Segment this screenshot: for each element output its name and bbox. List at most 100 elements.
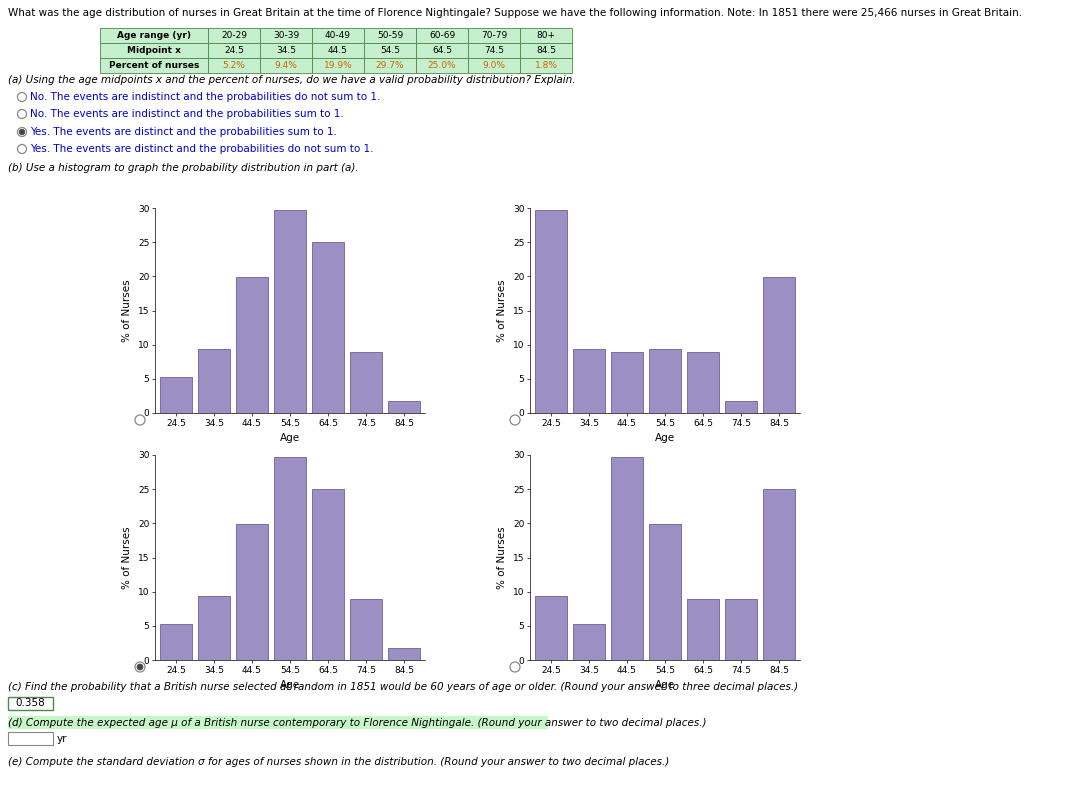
Bar xyxy=(274,457,306,660)
Bar xyxy=(100,28,208,43)
X-axis label: Age: Age xyxy=(279,680,300,690)
Bar xyxy=(350,351,382,413)
Bar xyxy=(312,489,344,660)
Bar xyxy=(260,58,312,73)
Text: 50-59: 50-59 xyxy=(377,31,403,40)
Bar xyxy=(535,595,567,660)
Text: 5.2%: 5.2% xyxy=(223,61,246,70)
Text: (c) Find the probability that a British nurse selected at random in 1851 would b: (c) Find the probability that a British … xyxy=(8,682,798,692)
Bar xyxy=(100,43,208,58)
Y-axis label: % of Nurses: % of Nurses xyxy=(497,526,508,589)
Bar xyxy=(100,58,208,73)
Bar xyxy=(520,28,572,43)
Bar xyxy=(416,43,468,58)
Text: Percent of nurses: Percent of nurses xyxy=(108,61,199,70)
Bar xyxy=(260,43,312,58)
Text: 24.5: 24.5 xyxy=(224,46,244,55)
Text: 1.8%: 1.8% xyxy=(535,61,558,70)
Bar xyxy=(573,349,605,413)
Bar xyxy=(762,489,795,660)
Text: 64.5: 64.5 xyxy=(432,46,452,55)
Bar xyxy=(649,524,681,660)
Bar xyxy=(8,697,53,710)
Text: 19.9%: 19.9% xyxy=(324,61,352,70)
Y-axis label: % of Nurses: % of Nurses xyxy=(122,279,132,342)
Bar xyxy=(364,58,416,73)
Text: 9.4%: 9.4% xyxy=(275,61,298,70)
Bar xyxy=(198,595,230,660)
Text: What was the age distribution of nurses in Great Britain at the time of Florence: What was the age distribution of nurses … xyxy=(8,8,1022,18)
Text: Midpoint x: Midpoint x xyxy=(127,46,181,55)
Bar xyxy=(687,351,719,413)
Bar xyxy=(649,349,681,413)
Text: (d) Compute the expected age μ of a British nurse contemporary to Florence Night: (d) Compute the expected age μ of a Brit… xyxy=(8,718,706,728)
Text: yr: yr xyxy=(57,734,67,744)
Bar xyxy=(573,624,605,660)
Bar xyxy=(416,28,468,43)
Text: 84.5: 84.5 xyxy=(536,46,556,55)
Circle shape xyxy=(19,130,25,135)
X-axis label: Age: Age xyxy=(279,433,300,443)
Bar xyxy=(388,401,420,413)
Bar xyxy=(388,648,420,660)
Bar xyxy=(312,28,364,43)
Text: No. The events are indistinct and the probabilities sum to 1.: No. The events are indistinct and the pr… xyxy=(30,109,343,119)
Text: 60-69: 60-69 xyxy=(429,31,455,40)
Bar xyxy=(687,599,719,660)
Bar xyxy=(208,43,260,58)
Bar xyxy=(611,457,643,660)
Bar xyxy=(535,210,567,413)
Bar xyxy=(520,43,572,58)
Text: 0.358: 0.358 xyxy=(15,698,44,708)
Bar xyxy=(312,43,364,58)
Bar xyxy=(725,599,757,660)
Text: 40-49: 40-49 xyxy=(325,31,351,40)
Bar xyxy=(350,599,382,660)
Y-axis label: % of Nurses: % of Nurses xyxy=(122,526,132,589)
Bar xyxy=(236,524,269,660)
Text: (e) Compute the standard deviation σ for ages of nurses shown in the distributio: (e) Compute the standard deviation σ for… xyxy=(8,757,669,767)
Text: 25.0%: 25.0% xyxy=(428,61,456,70)
Bar xyxy=(8,732,53,745)
Text: (a) Using the age midpoints x and the percent of nurses, do we have a valid prob: (a) Using the age midpoints x and the pe… xyxy=(8,75,575,85)
Bar xyxy=(312,58,364,73)
Bar xyxy=(468,58,520,73)
Bar xyxy=(160,624,192,660)
Text: 34.5: 34.5 xyxy=(276,46,296,55)
Circle shape xyxy=(138,664,143,670)
Bar xyxy=(364,43,416,58)
Bar xyxy=(520,58,572,73)
Text: No. The events are indistinct and the probabilities do not sum to 1.: No. The events are indistinct and the pr… xyxy=(30,92,380,102)
Text: 54.5: 54.5 xyxy=(380,46,400,55)
Bar xyxy=(198,349,230,413)
Bar xyxy=(274,210,306,413)
Bar xyxy=(260,28,312,43)
Bar xyxy=(312,242,344,413)
X-axis label: Age: Age xyxy=(655,433,675,443)
Bar xyxy=(236,277,269,413)
Bar xyxy=(762,277,795,413)
Bar xyxy=(468,43,520,58)
Text: 30-39: 30-39 xyxy=(273,31,299,40)
Text: Yes. The events are distinct and the probabilities do not sum to 1.: Yes. The events are distinct and the pro… xyxy=(30,144,374,154)
Bar xyxy=(611,351,643,413)
Bar xyxy=(468,28,520,43)
Text: 29.7%: 29.7% xyxy=(376,61,404,70)
X-axis label: Age: Age xyxy=(655,680,675,690)
Bar xyxy=(364,28,416,43)
Text: 80+: 80+ xyxy=(536,31,556,40)
Bar xyxy=(208,58,260,73)
Text: 20-29: 20-29 xyxy=(221,31,247,40)
Bar xyxy=(8,716,548,729)
Text: (b) Use a histogram to graph the probability distribution in part (a).: (b) Use a histogram to graph the probabi… xyxy=(8,163,358,173)
Text: 70-79: 70-79 xyxy=(481,31,507,40)
Text: 74.5: 74.5 xyxy=(484,46,504,55)
Bar xyxy=(416,58,468,73)
Bar xyxy=(725,401,757,413)
Text: Yes. The events are distinct and the probabilities sum to 1.: Yes. The events are distinct and the pro… xyxy=(30,127,337,137)
Text: Age range (yr): Age range (yr) xyxy=(117,31,191,40)
Bar xyxy=(160,378,192,413)
Text: 44.5: 44.5 xyxy=(328,46,348,55)
Y-axis label: % of Nurses: % of Nurses xyxy=(497,279,508,342)
Text: 9.0%: 9.0% xyxy=(483,61,506,70)
